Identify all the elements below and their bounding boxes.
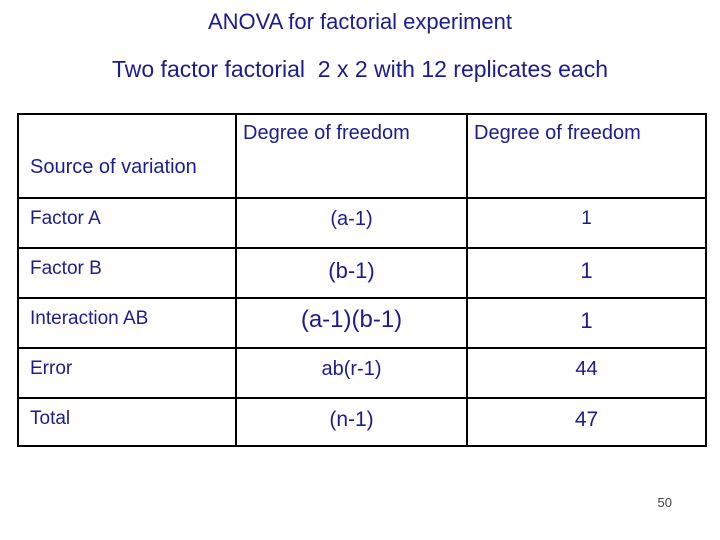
cell-source: Interaction AB <box>17 297 237 349</box>
table-row-factor-a: Factor A (a-1) 1 <box>17 197 707 249</box>
cell-source: Factor A <box>17 197 237 249</box>
cell-source: Total <box>17 397 237 447</box>
cell-source: Factor B <box>17 247 237 299</box>
slide-title: ANOVA for factorial experiment <box>207 9 513 34</box>
cell-df-value: 1 <box>466 247 707 299</box>
cell-df-formula: (a-1)(b-1) <box>235 297 468 349</box>
cell-df-value: 1 <box>466 297 707 349</box>
table-row-total: Total (n-1) 47 <box>17 397 707 447</box>
cell-df-value: 47 <box>466 397 707 447</box>
cell-df-formula: (b-1) <box>235 247 468 299</box>
anova-table: Source of variation Degree of freedom De… <box>17 113 707 447</box>
cell-df-formula: (a-1) <box>235 197 468 249</box>
cell-df-value: 1 <box>466 197 707 249</box>
cell-df-formula: ab(r-1) <box>235 347 468 399</box>
cell-source: Error <box>17 347 237 399</box>
table-row-error: Error ab(r-1) 44 <box>17 347 707 399</box>
cell-df-value: 44 <box>466 347 707 399</box>
table-row-interaction-ab: Interaction AB (a-1)(b-1) 1 <box>17 297 707 349</box>
table-header-row: Source of variation Degree of freedom De… <box>17 113 707 199</box>
slide-page-number: 50 <box>657 495 672 510</box>
table-header-df-formula: Degree of freedom <box>235 113 468 199</box>
slide-subtitle: Two factor factorial 2 x 2 with 12 repli… <box>111 56 609 82</box>
table-row-factor-b: Factor B (b-1) 1 <box>17 247 707 299</box>
table-header-df-value: Degree of freedom <box>466 113 707 199</box>
table-header-source: Source of variation <box>17 113 237 199</box>
cell-df-formula: (n-1) <box>235 397 468 447</box>
